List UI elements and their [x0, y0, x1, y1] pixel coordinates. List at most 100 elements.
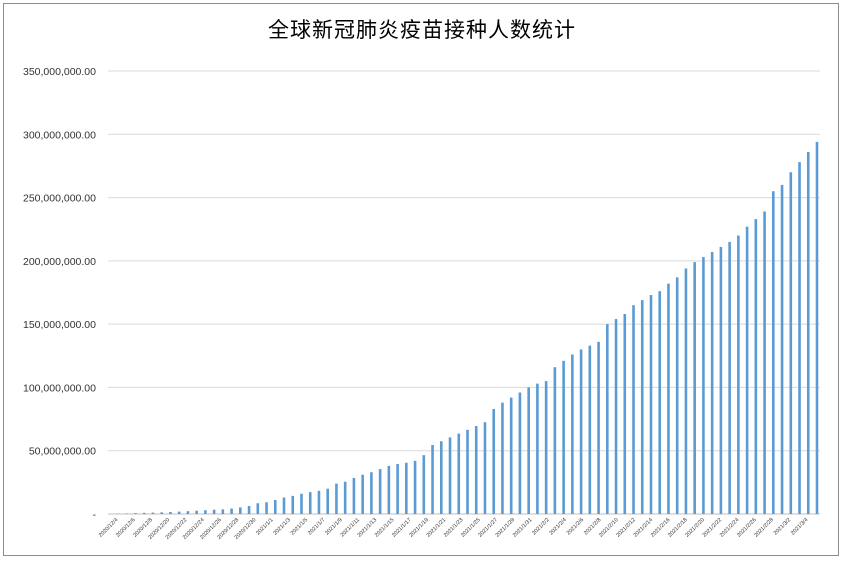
bar — [518, 392, 522, 514]
bar — [588, 345, 592, 514]
x-tick-label: 2021/2/2 — [531, 517, 550, 536]
y-tick-label: 200,000,000.00 — [23, 256, 96, 268]
bar — [134, 513, 137, 514]
x-tick-label: 2021/3/2 — [773, 517, 792, 536]
bar — [273, 500, 277, 514]
bar — [282, 497, 286, 514]
bar — [387, 465, 391, 514]
x-tick-label: 2021/1/7 — [307, 517, 326, 536]
bar — [606, 324, 609, 514]
bar — [719, 246, 723, 515]
y-tick-label: 100,000,000.00 — [23, 382, 96, 394]
bar — [396, 464, 399, 514]
bar — [186, 511, 190, 514]
bar — [632, 305, 635, 514]
bar — [745, 226, 749, 514]
bar — [597, 341, 600, 514]
bar — [247, 506, 251, 514]
y-tick-label: 50,000,000.00 — [29, 446, 96, 458]
bar — [413, 460, 417, 514]
x-tick-label: 2021/2/4 — [549, 517, 568, 536]
bar — [457, 433, 461, 514]
y-tick-label: 300,000,000.00 — [23, 129, 96, 141]
bar — [527, 387, 530, 514]
bar — [640, 300, 644, 514]
bar — [422, 455, 426, 514]
bar — [370, 472, 373, 514]
bar — [728, 241, 731, 514]
y-tick-label: - — [93, 509, 97, 521]
bar — [326, 488, 329, 514]
bar — [702, 257, 705, 514]
bar — [265, 502, 268, 514]
bar — [405, 462, 408, 514]
bar — [256, 503, 260, 514]
chart-title: 全球新冠肺炎疫苗接种人数统计 — [268, 18, 576, 42]
bar — [125, 513, 129, 514]
bar — [448, 437, 452, 514]
bar — [142, 512, 146, 514]
chart-frame — [3, 3, 839, 556]
bar — [623, 314, 627, 514]
bar — [509, 397, 513, 514]
y-tick-label: 250,000,000.00 — [23, 193, 96, 205]
bar — [151, 512, 155, 514]
bar — [308, 492, 312, 514]
bar — [815, 141, 819, 514]
x-tick-label: 2021/2/6 — [566, 517, 585, 536]
bar — [230, 508, 233, 514]
bar — [221, 509, 225, 514]
bar — [361, 474, 364, 514]
bar — [239, 507, 242, 514]
bar — [474, 426, 478, 514]
bar — [291, 495, 295, 514]
bar — [675, 277, 679, 514]
y-tick-label: 350,000,000.00 — [23, 66, 96, 78]
bar — [798, 162, 801, 515]
bar — [667, 283, 670, 514]
bar — [160, 512, 163, 514]
bar — [431, 445, 434, 514]
bar — [212, 509, 216, 514]
bar — [439, 441, 443, 514]
bar — [536, 383, 539, 514]
bar — [754, 219, 758, 515]
bar — [466, 429, 469, 514]
bar — [562, 360, 565, 514]
bar — [553, 367, 557, 514]
bar — [737, 235, 740, 515]
bar — [658, 291, 662, 514]
x-tick-label: 2021/1/1 — [255, 517, 274, 536]
bar — [684, 268, 688, 514]
bar — [177, 511, 181, 514]
y-tick-label: 150,000,000.00 — [23, 319, 96, 331]
bar — [195, 510, 198, 514]
bar — [693, 262, 696, 514]
bar — [378, 469, 382, 514]
x-tick-label: 2021/3/4 — [790, 517, 809, 536]
bar — [780, 184, 784, 514]
bar — [710, 251, 714, 515]
bar — [501, 402, 504, 514]
bar — [579, 349, 583, 514]
bar — [806, 152, 810, 514]
bar — [772, 191, 775, 514]
bar — [317, 490, 321, 514]
bar — [789, 172, 793, 514]
bar — [483, 422, 487, 514]
x-tick-label: 2021/1/3 — [273, 517, 292, 536]
bar — [204, 510, 207, 514]
x-tick-label: 2021/1/5 — [290, 517, 309, 536]
bar — [335, 483, 338, 514]
bar — [571, 354, 574, 514]
bar — [649, 295, 653, 514]
bar — [492, 408, 496, 514]
bar — [352, 477, 356, 514]
bar — [169, 511, 172, 514]
bar — [614, 319, 618, 514]
bar — [763, 211, 766, 514]
bar — [343, 481, 347, 514]
bar — [300, 493, 303, 514]
bar — [544, 381, 548, 514]
